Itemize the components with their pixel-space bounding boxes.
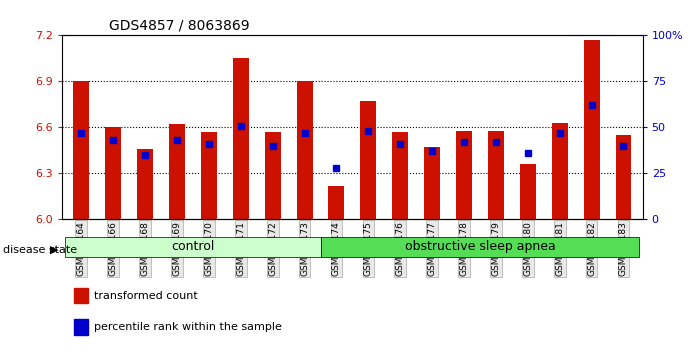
- Bar: [424, 147, 440, 219]
- Bar: [616, 135, 632, 219]
- Text: percentile rank within the sample: percentile rank within the sample: [94, 322, 282, 332]
- Bar: [328, 186, 344, 219]
- Text: control: control: [171, 240, 215, 253]
- Bar: [233, 58, 249, 219]
- Bar: [73, 81, 89, 219]
- Text: GDS4857 / 8063869: GDS4857 / 8063869: [108, 19, 249, 33]
- Bar: [137, 149, 153, 219]
- Text: ▶: ▶: [50, 245, 58, 255]
- Bar: [169, 124, 185, 219]
- Bar: [456, 131, 472, 219]
- Bar: [201, 132, 217, 219]
- Bar: [361, 101, 377, 219]
- Bar: [520, 164, 536, 219]
- Bar: [74, 288, 88, 303]
- Text: transformed count: transformed count: [94, 291, 198, 301]
- Bar: [105, 127, 121, 219]
- Text: disease state: disease state: [3, 245, 77, 255]
- Bar: [551, 123, 568, 219]
- FancyBboxPatch shape: [321, 236, 639, 257]
- Bar: [584, 40, 600, 219]
- Bar: [392, 132, 408, 219]
- Bar: [265, 132, 281, 219]
- Bar: [74, 319, 88, 335]
- Bar: [488, 131, 504, 219]
- Text: obstructive sleep apnea: obstructive sleep apnea: [405, 240, 556, 253]
- FancyBboxPatch shape: [66, 236, 321, 257]
- Bar: [296, 81, 312, 219]
